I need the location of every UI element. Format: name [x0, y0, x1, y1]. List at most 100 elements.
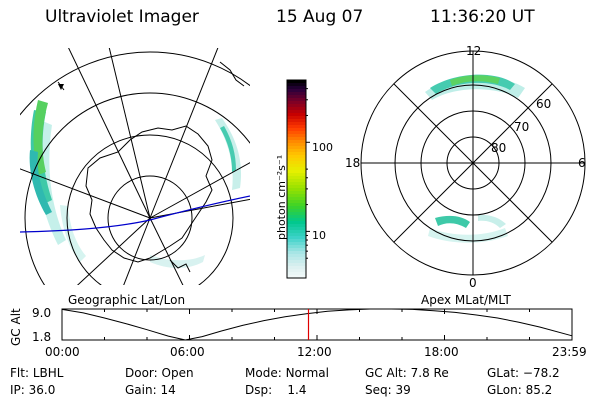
colorbar-band [287, 170, 306, 174]
colorbar-band [287, 80, 306, 84]
colorbar-band [287, 266, 306, 270]
colorbar-tick-100: 100 [312, 141, 333, 154]
colorbar-band [287, 86, 306, 90]
colorbar-band [287, 260, 306, 264]
colorbar-band [287, 140, 306, 144]
date-label: 15 Aug 07 [276, 7, 364, 27]
lat-label-70: 70 [514, 120, 530, 134]
polar-mlt-map [360, 50, 586, 276]
colorbar-band [287, 254, 306, 258]
info-dsp: Dsp: 1.4 [245, 383, 307, 397]
colorbar-band [287, 215, 306, 219]
mlt-label-6: 6 [578, 156, 586, 170]
info-ip: IP: 36.0 [10, 383, 56, 397]
alt-xtick-1: 06:00 [170, 345, 205, 359]
colorbar-band [287, 269, 306, 273]
colorbar-band [287, 185, 306, 189]
colorbar-band [287, 152, 306, 156]
colorbar-band [287, 251, 306, 255]
instrument-title: Ultraviolet Imager [45, 7, 199, 27]
geo-longitude-lines [20, 48, 250, 285]
colorbar-band [287, 203, 306, 207]
colorbar-band [287, 137, 306, 141]
alt-ytick-top: 9.0 [32, 306, 52, 320]
colorbar-unit-label: photon cm⁻²s⁻¹ [275, 154, 288, 240]
colorbar-band [287, 92, 306, 96]
colorbar-band [287, 242, 306, 246]
time-label: 11:36:20 UT [430, 7, 535, 27]
alt-xtick-2: 12:00 [297, 345, 332, 359]
colorbar-band [287, 131, 306, 135]
polar-panel-label: Apex MLat/MLT [421, 293, 511, 307]
colorbar-band [287, 95, 306, 99]
colorbar-band [287, 176, 306, 180]
geo-panel-label: Geographic Lat/Lon [68, 293, 186, 307]
lat-label-80: 80 [491, 141, 507, 155]
info-mode: Mode: Normal [245, 366, 329, 380]
colorbar-band [287, 116, 306, 120]
colorbar-band [287, 179, 306, 183]
info-door: Door: Open [125, 366, 194, 380]
colorbar-band [287, 200, 306, 204]
colorbar-band [287, 221, 306, 225]
colorbar-band [287, 272, 306, 276]
colorbar-band [287, 167, 306, 171]
info-gain: Gain: 14 [125, 383, 176, 397]
geo-blue-line [20, 195, 250, 233]
colorbar-band [287, 209, 306, 213]
alt-xtick-4: 23:59 [552, 345, 587, 359]
colorbar-band [287, 191, 306, 195]
colorbar-band [287, 113, 306, 117]
colorbar-band [287, 218, 306, 222]
colorbar-band [287, 110, 306, 114]
alt-xtick-3: 18:00 [424, 345, 459, 359]
altitude-plot [61, 308, 573, 341]
colorbar-band [287, 212, 306, 216]
colorbar-band [287, 155, 306, 159]
colorbar-band [287, 275, 306, 279]
colorbar-band [287, 98, 306, 102]
polar-aurora-emission [425, 74, 525, 243]
alt-xtick-0: 00:00 [45, 345, 80, 359]
colorbar-band [287, 173, 306, 177]
colorbar-band [287, 119, 306, 123]
colorbar-band [287, 257, 306, 261]
colorbar-band [287, 122, 306, 126]
colorbar-band [287, 158, 306, 162]
mlt-label-0: 0 [469, 276, 477, 290]
colorbar-band [287, 134, 306, 138]
colorbar-band [287, 128, 306, 132]
colorbar-band [287, 233, 306, 237]
geo-latitude-circles [20, 51, 250, 285]
geo-marker-triangle [58, 84, 64, 90]
colorbar-band [287, 188, 306, 192]
mlt-label-12: 12 [466, 44, 482, 58]
colorbar-band [287, 107, 306, 111]
colorbar-band [287, 89, 306, 93]
colorbar-band [287, 161, 306, 165]
colorbar-band [287, 194, 306, 198]
colorbar-band [287, 83, 306, 87]
geographic-map [20, 48, 250, 285]
colorbar-band [287, 245, 306, 249]
antarctica-coastline [85, 125, 213, 263]
colorbar-band [287, 230, 306, 234]
colorbar-band [287, 206, 306, 210]
colorbar-band [287, 104, 306, 108]
colorbar-band [287, 149, 306, 153]
colorbar-band [287, 263, 306, 267]
colorbar-tick-10: 10 [312, 229, 326, 242]
info-flt: Flt: LBHL [10, 366, 64, 380]
colorbar-band [287, 239, 306, 243]
colorbar-band [287, 143, 306, 147]
colorbar-band [287, 197, 306, 201]
info-glon: GLon: 85.2 [487, 383, 553, 397]
colorbar-band [287, 227, 306, 231]
colorbar-band [287, 224, 306, 228]
colorbar-band [287, 182, 306, 186]
lat-label-60: 60 [536, 97, 552, 111]
info-seq: Seq: 39 [365, 383, 411, 397]
alt-ytick-bottom: 1.8 [32, 330, 52, 344]
mlt-label-18: 18 [345, 156, 361, 170]
